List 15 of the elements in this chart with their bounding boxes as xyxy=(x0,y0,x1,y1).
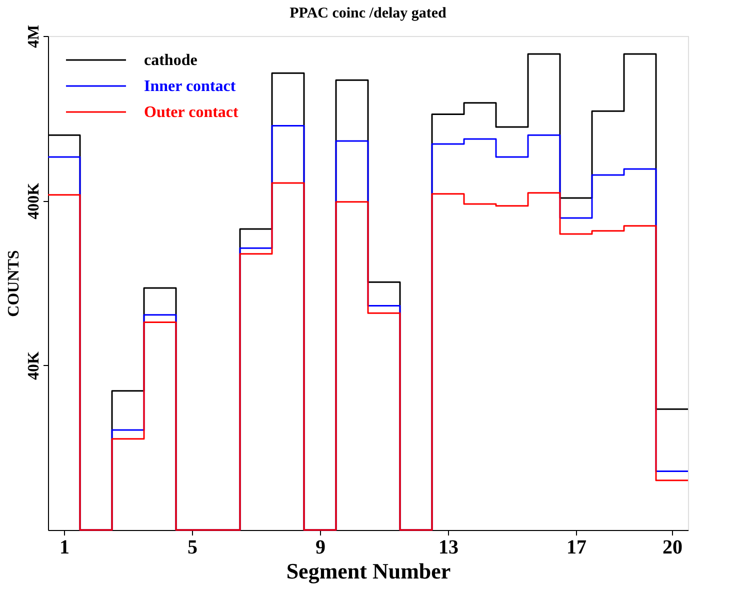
legend-label: Inner contact xyxy=(144,78,236,95)
legend-label: Outer contact xyxy=(144,104,240,121)
x-tick-label: 9 xyxy=(316,536,326,558)
y-tick-label: 40K xyxy=(26,351,42,380)
x-tick-label: 5 xyxy=(188,536,198,558)
chart-title: PPAC coinc /delay gated xyxy=(290,5,448,22)
x-tick-label: 13 xyxy=(438,536,458,558)
x-axis-title: Segment Number xyxy=(286,558,451,584)
x-tick-label: 1 xyxy=(60,536,70,558)
x-tick-label: 17 xyxy=(566,536,586,558)
y-tick-label: 4M xyxy=(26,24,42,48)
y-tick-label: 400K xyxy=(26,182,42,220)
y-axis-title: COUNTS xyxy=(6,250,22,317)
legend-label: cathode xyxy=(144,52,198,69)
x-tick-label: 20 xyxy=(662,536,682,558)
